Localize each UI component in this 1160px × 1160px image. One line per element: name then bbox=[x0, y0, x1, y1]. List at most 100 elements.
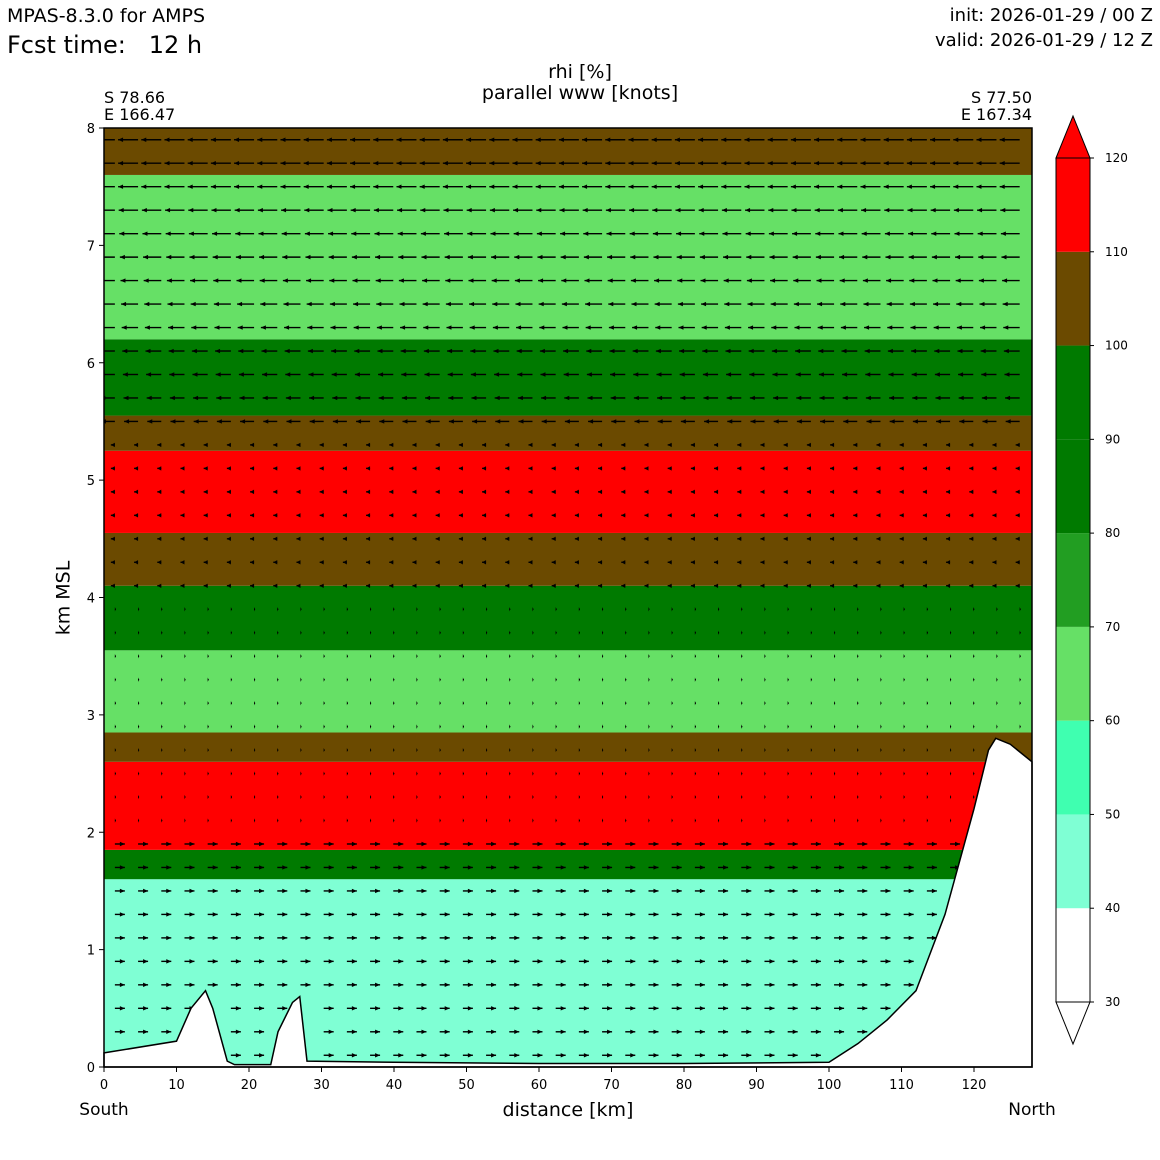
wind-vector-head bbox=[560, 231, 566, 236]
wind-vector-head bbox=[239, 395, 245, 401]
wind-vector-head bbox=[885, 841, 891, 847]
wind-vector-head bbox=[207, 630, 209, 635]
wind-vector-head bbox=[834, 724, 836, 729]
wind-vector-head bbox=[505, 583, 510, 588]
wind-vector-head bbox=[860, 137, 866, 142]
wind-vector-head bbox=[810, 747, 812, 753]
wind-vector-head bbox=[839, 888, 845, 894]
wind-vector-head bbox=[235, 935, 241, 941]
wind-vector-head bbox=[305, 254, 311, 260]
wind-vector-head bbox=[911, 348, 917, 354]
wind-vector-head bbox=[230, 794, 232, 800]
wind-vector-head bbox=[834, 818, 836, 823]
wind-vector-head bbox=[992, 513, 997, 518]
wind-vector-head bbox=[445, 278, 451, 283]
wind-vector-head bbox=[607, 1053, 613, 1058]
wind-vector-head bbox=[187, 137, 193, 142]
wind-vector-head bbox=[114, 677, 116, 682]
wind-vector-head bbox=[489, 207, 495, 213]
wind-vector-head bbox=[235, 254, 241, 260]
wind-vector-head bbox=[399, 301, 405, 307]
wind-vector-head bbox=[305, 841, 311, 847]
wind-vector-head bbox=[412, 536, 417, 542]
wind-vector-head bbox=[582, 161, 588, 166]
wind-vector-head bbox=[625, 771, 627, 776]
wind-vector-head bbox=[676, 982, 682, 988]
wind-vector-head bbox=[370, 747, 372, 753]
wind-vector-head bbox=[119, 231, 125, 236]
wind-vector-head bbox=[558, 184, 564, 189]
wind-vector-head bbox=[723, 1053, 729, 1058]
wind-vector-head bbox=[1019, 724, 1021, 729]
wind-vector-head bbox=[319, 536, 324, 542]
wind-vector-head bbox=[284, 348, 290, 354]
wind-vector-head bbox=[119, 959, 125, 964]
wind-vector-head bbox=[435, 442, 440, 448]
wind-vector-head bbox=[598, 466, 603, 471]
wind-vector-head bbox=[950, 630, 952, 635]
wind-vector-head bbox=[188, 231, 194, 236]
wind-vector-head bbox=[621, 489, 626, 495]
wind-vector-head bbox=[582, 207, 588, 213]
wind-vector-head bbox=[263, 419, 269, 424]
wind-vector-head bbox=[865, 372, 871, 377]
wind-vector-head bbox=[582, 137, 588, 142]
wind-vector-head bbox=[806, 489, 811, 495]
wind-vector-head bbox=[346, 771, 348, 776]
wind-vector-head bbox=[698, 161, 704, 166]
wind-vector-head bbox=[114, 818, 116, 823]
x-tick-label: 10 bbox=[168, 1078, 185, 1093]
wind-vector-head bbox=[815, 1006, 821, 1011]
wind-vector-head bbox=[143, 865, 149, 870]
wind-vector-head bbox=[561, 278, 567, 283]
wind-vector-head bbox=[880, 747, 882, 753]
wind-vector-head bbox=[260, 325, 266, 330]
wind-vector-head bbox=[416, 724, 418, 729]
wind-vector-head bbox=[354, 372, 360, 377]
wind-vector-head bbox=[551, 583, 556, 588]
wind-vector-head bbox=[862, 254, 868, 260]
wind-vector-head bbox=[842, 395, 848, 401]
wind-vector-head bbox=[936, 419, 942, 424]
wind-vector-head bbox=[675, 207, 681, 213]
wind-vector-head bbox=[815, 912, 821, 917]
wind-vector-head bbox=[168, 348, 174, 354]
wind-vector-head bbox=[323, 724, 325, 729]
wind-vector-head bbox=[676, 959, 682, 964]
wind-vector-head bbox=[699, 1006, 705, 1011]
wind-vector-head bbox=[694, 653, 696, 659]
wind-vector-head bbox=[718, 653, 720, 659]
wind-vector-head bbox=[342, 489, 347, 495]
wind-vector-head bbox=[796, 419, 802, 424]
wind-vector-head bbox=[644, 536, 649, 542]
wind-vector-head bbox=[680, 419, 686, 424]
wind-vector-head bbox=[578, 677, 580, 682]
wind-vector-head bbox=[351, 888, 357, 894]
wind-vector-head bbox=[187, 184, 193, 189]
wind-vector-head bbox=[908, 888, 914, 894]
wind-vector-head bbox=[514, 959, 520, 964]
wind-vector-head bbox=[699, 982, 705, 988]
wind-vector-head bbox=[690, 560, 695, 565]
wind-vector-head bbox=[769, 1006, 775, 1011]
wind-vector-head bbox=[491, 841, 497, 847]
wind-vector-head bbox=[300, 818, 302, 823]
wind-vector-head bbox=[749, 372, 755, 377]
wind-vector-head bbox=[214, 325, 220, 330]
wind-vector-head bbox=[598, 513, 603, 518]
wind-vector-head bbox=[551, 560, 556, 565]
wind-vector-head bbox=[721, 161, 727, 166]
wind-vector-head bbox=[398, 912, 404, 917]
wind-vector-head bbox=[648, 747, 650, 753]
wind-vector-head bbox=[674, 161, 680, 166]
wind-vector-head bbox=[969, 536, 974, 542]
wind-vector-head bbox=[764, 677, 766, 682]
wind-vector-head bbox=[435, 536, 440, 542]
wind-vector-head bbox=[134, 560, 139, 565]
wind-vector-head bbox=[425, 395, 431, 401]
wind-vector-head bbox=[304, 207, 310, 213]
wind-vector-head bbox=[491, 254, 497, 260]
wind-vector-head bbox=[323, 653, 325, 659]
wind-vector-head bbox=[323, 818, 325, 823]
